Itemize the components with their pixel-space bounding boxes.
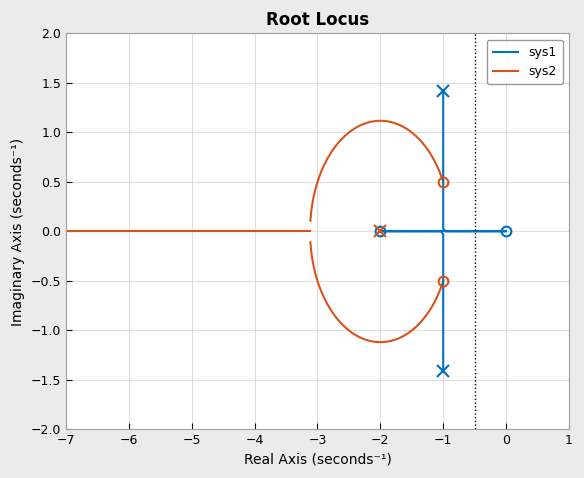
Legend: sys1, sys2: sys1, sys2 bbox=[487, 40, 563, 85]
X-axis label: Real Axis (seconds⁻¹): Real Axis (seconds⁻¹) bbox=[244, 453, 391, 467]
Y-axis label: Imaginary Axis (seconds⁻¹): Imaginary Axis (seconds⁻¹) bbox=[11, 137, 25, 326]
Title: Root Locus: Root Locus bbox=[266, 11, 369, 29]
